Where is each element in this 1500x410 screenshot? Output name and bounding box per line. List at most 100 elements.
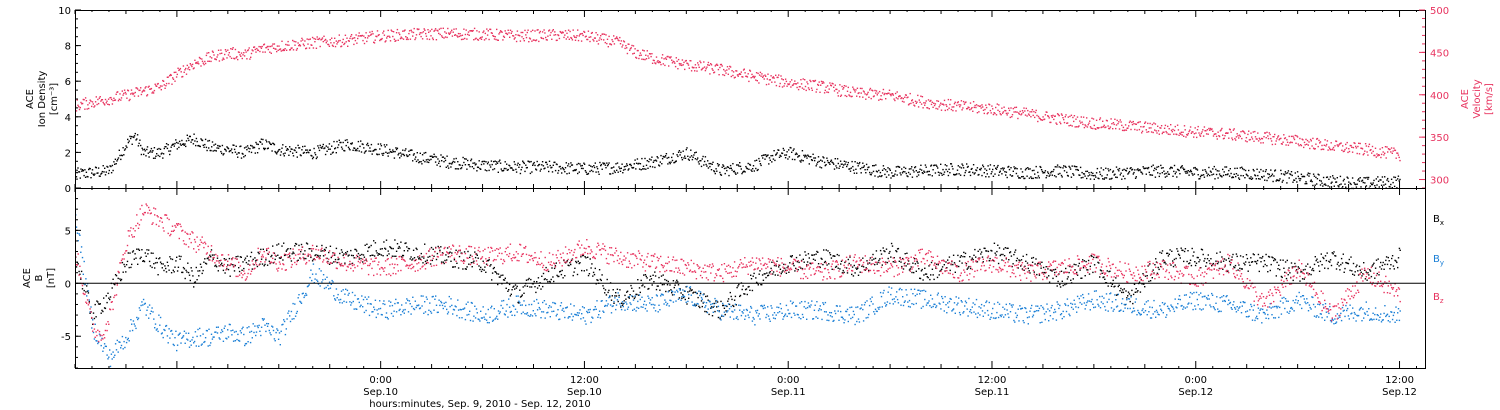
velocity-point [1137, 121, 1140, 123]
velocity-point [629, 48, 632, 50]
velocity-point [985, 106, 988, 109]
ion-density-point [280, 151, 282, 153]
velocity-point [716, 63, 718, 65]
bx-point [653, 281, 655, 283]
bx-point [594, 267, 596, 270]
bx-point [135, 257, 137, 259]
bx-point [137, 248, 140, 250]
ion-density-point [1176, 176, 1178, 178]
ion-density-point [117, 158, 119, 161]
top-panel-frame [75, 10, 1426, 189]
top-right-tick-label: 300 [1430, 176, 1449, 187]
ion-density-point [729, 164, 732, 167]
ion-density-point [371, 153, 373, 155]
bx-point [871, 259, 873, 261]
bx-point [304, 250, 306, 252]
top-x-ticks [74, 10, 1418, 188]
velocity-point [638, 57, 640, 60]
bx-point [473, 260, 475, 262]
velocity-point [1352, 146, 1355, 149]
ion-density-point [1302, 175, 1304, 178]
bx-point [890, 242, 893, 245]
ion-density-point [700, 160, 702, 162]
velocity-point [273, 43, 276, 45]
ion-density-point [189, 135, 191, 138]
velocity-point [263, 43, 266, 45]
velocity-point [673, 61, 675, 63]
ion-density-point [366, 144, 368, 146]
ion-density-point [112, 169, 114, 172]
velocity-point [249, 58, 251, 60]
ion-density-point [134, 132, 136, 135]
velocity-point [302, 43, 305, 45]
bx-point [875, 250, 878, 252]
bx-point [882, 247, 884, 249]
velocity-point [580, 40, 583, 42]
velocity-point [625, 45, 627, 47]
bx-point [739, 295, 741, 298]
velocity-point [493, 38, 496, 40]
velocity-point [1036, 114, 1038, 117]
velocity-point [83, 99, 85, 101]
ion-density-point [1188, 174, 1190, 176]
velocity-point [832, 83, 834, 85]
ion-density-point [735, 173, 737, 175]
bx-point [1130, 294, 1132, 297]
ion-density-point [484, 169, 486, 171]
bx-point [601, 274, 603, 276]
velocity-point [1122, 126, 1125, 129]
bx-point [1049, 269, 1052, 271]
velocity-point [865, 98, 867, 100]
ion-density-point [458, 164, 460, 166]
bx-point [309, 248, 311, 250]
velocity-point [1056, 123, 1058, 125]
bx-point [921, 268, 923, 271]
bx-point [1131, 289, 1133, 292]
ion-density-point [324, 147, 326, 149]
ion-density-point [520, 169, 522, 171]
ion-density-point [1092, 175, 1095, 177]
ion-density-point [720, 174, 723, 176]
bx-point [787, 265, 789, 267]
ion-density-point [123, 154, 125, 156]
ion-density-point [1140, 171, 1142, 173]
bx-point [771, 261, 773, 263]
bx-point [583, 270, 585, 272]
bx-point [890, 256, 892, 258]
ion-density-point [1264, 179, 1266, 181]
bx-point [457, 267, 460, 269]
ion-density-point [594, 162, 596, 164]
ion-density-point [1313, 175, 1316, 177]
bx-point [1106, 270, 1108, 272]
velocity-point [250, 56, 252, 58]
ion-density-point [1246, 174, 1248, 176]
bx-point [156, 261, 158, 264]
velocity-point [758, 82, 760, 84]
velocity-point [267, 48, 269, 51]
ion-density-point [820, 167, 823, 169]
ion-density-point [1063, 170, 1066, 172]
ion-density-point [307, 151, 309, 153]
bx-point [791, 255, 793, 257]
velocity-point [1348, 150, 1351, 153]
bx-point [299, 257, 301, 259]
velocity-point [1277, 136, 1279, 138]
velocity-point [983, 112, 985, 115]
velocity-point [716, 64, 719, 66]
ion-density-point [718, 164, 720, 166]
bx-point [359, 254, 361, 256]
velocity-point [451, 35, 454, 37]
velocity-point [1280, 137, 1282, 140]
velocity-point [931, 101, 933, 103]
velocity-point [1089, 120, 1091, 122]
velocity-point [960, 100, 963, 102]
velocity-point [891, 93, 894, 95]
ion-density-point [982, 166, 985, 168]
velocity-point [175, 76, 178, 78]
ion-density-point [503, 167, 506, 170]
velocity-point [1189, 126, 1192, 128]
ion-density-point [1241, 166, 1243, 168]
velocity-point [431, 37, 434, 39]
velocity-point [1385, 157, 1387, 159]
ion-density-point [648, 160, 650, 163]
